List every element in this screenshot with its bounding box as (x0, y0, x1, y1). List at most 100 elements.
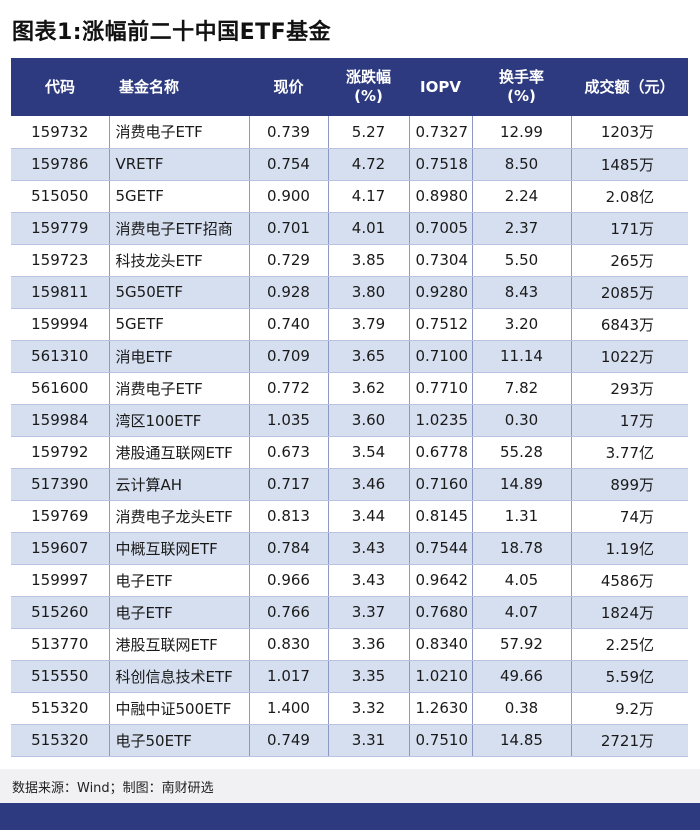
cell-iopv: 0.6778 (409, 436, 473, 469)
cell-price: 0.739 (249, 116, 329, 149)
cell-change: 3.36 (328, 628, 410, 661)
cell-price: 0.709 (249, 340, 329, 373)
cell-price: 0.784 (249, 532, 329, 565)
cell-name: 消费电子ETF招商 (109, 212, 250, 245)
table-row: 159786 VRETF 0.754 4.72 0.7518 8.50 1485万 (11, 148, 688, 181)
table-row: 159732 消费电子ETF 0.739 5.27 0.7327 12.99 1203万 (11, 116, 688, 149)
cell-name: VRETF (109, 148, 250, 181)
cell-code: 159769 (11, 500, 110, 533)
cell-turnover: 1.31 (472, 500, 572, 533)
header-name: 基金名称 (119, 77, 180, 96)
table-row: 515050 5GETF 0.900 4.17 0.8980 2.24 2.08亿 (11, 180, 688, 213)
cell-turnover: 5.50 (472, 244, 572, 277)
table-row: 159723 科技龙头ETF 0.729 3.85 0.7304 5.50 265万 (11, 244, 688, 277)
cell-iopv: 0.9642 (409, 564, 473, 597)
cell-change: 3.60 (328, 404, 410, 437)
cell-code: 561310 (11, 340, 110, 373)
cell-code: 515320 (11, 724, 110, 757)
cell-code: 159997 (11, 564, 110, 597)
cell-iopv: 0.7518 (409, 148, 473, 181)
table-body: 159732 消费电子ETF 0.739 5.27 0.7327 12.99 1203万 15… (11, 116, 688, 757)
table-row: 159607 中概互联网ETF 0.784 3.43 0.7544 18.78 1.19亿 (11, 532, 688, 565)
cell-name: 港股通互联网ETF (109, 436, 250, 469)
cell-code: 159786 (11, 148, 110, 181)
source-bar: 数据来源：Wind；制图：南财研选 (0, 769, 700, 803)
cell-amount: 6843万 (571, 308, 688, 341)
cell-change: 3.46 (328, 468, 410, 501)
cell-price: 0.928 (249, 276, 329, 309)
cell-price: 1.035 (249, 404, 329, 437)
cell-iopv: 1.0210 (409, 660, 473, 693)
cell-amount: 1485万 (571, 148, 688, 181)
cell-iopv: 0.7510 (409, 724, 473, 757)
cell-price: 0.813 (249, 500, 329, 533)
cell-amount: 5.59亿 (571, 660, 688, 693)
cell-iopv: 0.7327 (409, 116, 473, 149)
cell-amount: 17万 (571, 404, 688, 437)
cell-change: 3.43 (328, 564, 410, 597)
header-code: 代码 (44, 77, 75, 96)
cell-code: 561600 (11, 372, 110, 405)
cell-turnover: 0.30 (472, 404, 572, 437)
cell-change: 4.72 (328, 148, 410, 181)
cell-code: 515320 (11, 692, 110, 725)
cell-turnover: 49.66 (472, 660, 572, 693)
cell-change: 3.80 (328, 276, 410, 309)
cell-change: 3.44 (328, 500, 410, 533)
cell-iopv: 0.7304 (409, 244, 473, 277)
cell-name: 消费电子龙头ETF (109, 500, 250, 533)
cell-name: 中融中证500ETF (109, 692, 250, 725)
table-row: 513770 港股互联网ETF 0.830 3.36 0.8340 57.92 2.25亿 (11, 628, 688, 661)
cell-amount: 1824万 (571, 596, 688, 629)
cell-iopv: 0.7005 (409, 212, 473, 245)
header-iopv: IOPV (420, 77, 461, 96)
cell-name: 5GETF (109, 180, 250, 213)
cell-turnover: 4.07 (472, 596, 572, 629)
cell-change: 3.79 (328, 308, 410, 341)
cell-price: 0.830 (249, 628, 329, 661)
table-header: 代码 基金名称 现价 涨跌幅 (%) IOPV 换手率 (%) 成交额（元） (11, 58, 688, 116)
header-turnover: 换手率 (%) (498, 68, 544, 105)
cell-name: 电子ETF (109, 564, 250, 597)
etf-table: 代码 基金名称 现价 涨跌幅 (%) IOPV 换手率 (%) 成交额（元） 159… (11, 58, 688, 757)
cell-change: 4.01 (328, 212, 410, 245)
cell-name: 湾区100ETF (109, 404, 250, 437)
cell-iopv: 1.2630 (409, 692, 473, 725)
cell-amount: 1203万 (571, 116, 688, 149)
cell-turnover: 2.24 (472, 180, 572, 213)
cell-name: 电子ETF (109, 596, 250, 629)
cell-change: 3.62 (328, 372, 410, 405)
cell-amount: 9.2万 (571, 692, 688, 725)
cell-amount: 1022万 (571, 340, 688, 373)
header-amount: 成交额（元） (584, 77, 675, 96)
cell-turnover: 12.99 (472, 116, 572, 149)
page-title: 图表1:涨幅前二十中国ETF基金 (12, 20, 332, 45)
cell-name: 电子50ETF (109, 724, 250, 757)
cell-iopv: 0.7710 (409, 372, 473, 405)
table-row: 159769 消费电子龙头ETF 0.813 3.44 0.8145 1.31 74万 (11, 500, 688, 533)
cell-turnover: 4.05 (472, 564, 572, 597)
cell-amount: 4586万 (571, 564, 688, 597)
cell-name: 5GETF (109, 308, 250, 341)
cell-turnover: 3.20 (472, 308, 572, 341)
cell-turnover: 8.43 (472, 276, 572, 309)
table-row: 561600 消费电子ETF 0.772 3.62 0.7710 7.82 293万 (11, 372, 688, 405)
cell-code: 517390 (11, 468, 110, 501)
cell-iopv: 0.8340 (409, 628, 473, 661)
cell-change: 3.32 (328, 692, 410, 725)
cell-code: 159607 (11, 532, 110, 565)
cell-amount: 2.25亿 (571, 628, 688, 661)
cell-iopv: 0.9280 (409, 276, 473, 309)
cell-code: 159732 (11, 116, 110, 149)
cell-amount: 899万 (571, 468, 688, 501)
cell-change: 3.54 (328, 436, 410, 469)
cell-amount: 2721万 (571, 724, 688, 757)
table-row: 515550 科创信息技术ETF 1.017 3.35 1.0210 49.66 5.59亿 (11, 660, 688, 693)
cell-code: 515550 (11, 660, 110, 693)
cell-code: 515050 (11, 180, 110, 213)
cell-price: 0.717 (249, 468, 329, 501)
cell-change: 5.27 (328, 116, 410, 149)
cell-price: 1.400 (249, 692, 329, 725)
cell-code: 159792 (11, 436, 110, 469)
cell-change: 4.17 (328, 180, 410, 213)
